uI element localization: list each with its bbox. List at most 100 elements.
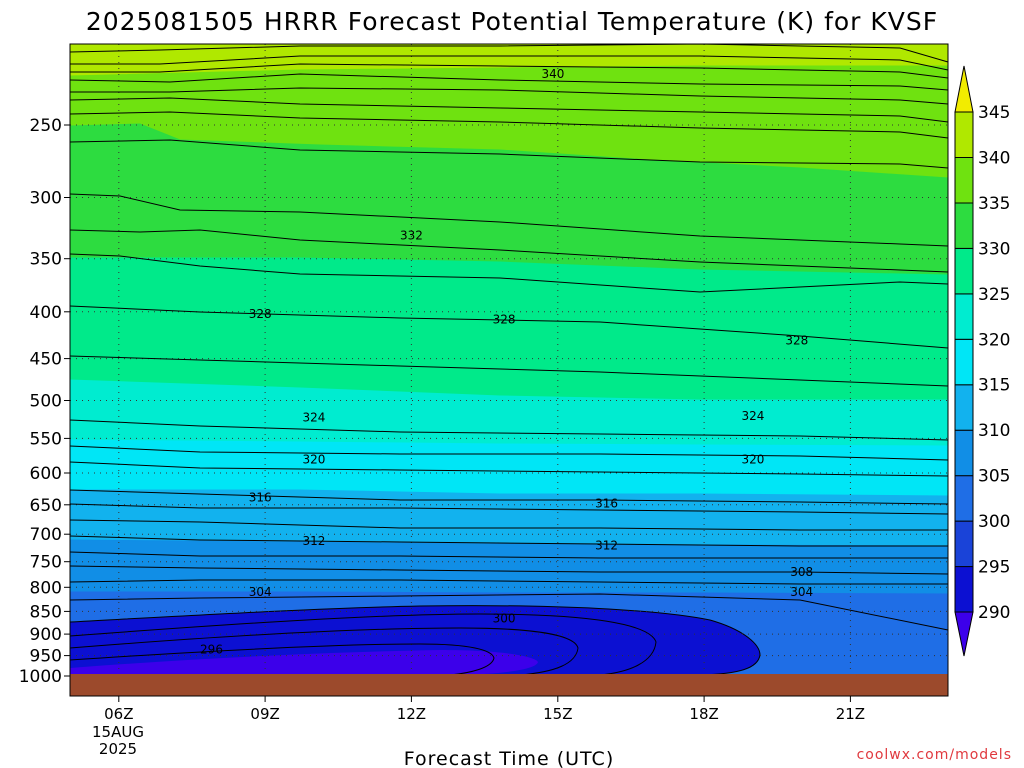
isotherm-line-13 [69,355,949,387]
colorbar-tick-label: 305 [978,467,1010,487]
contour-label-group-0: 340 [541,67,564,81]
colorbar-bottom-arrow [954,611,974,657]
contour-label: 304 [790,585,813,599]
isotherm-line-12 [69,305,949,349]
isotherm-line-5 [70,87,949,105]
colorbar-top-arrow [954,65,974,113]
colorbar-tick-label: 315 [978,376,1010,396]
contour-label: 320 [302,453,325,467]
band-315 [69,489,949,547]
isotherm-line-16 [69,461,949,477]
contour-label: 328 [493,313,516,327]
isotherm-line-8 [69,139,949,169]
band-290 [70,650,538,675]
x-tick-label: 09Z [250,705,279,723]
y-tick-label: 500 [30,392,62,412]
contour-label-group-4: 328 [785,334,808,348]
band-310 [69,539,949,595]
y-tick-label: 900 [30,625,62,645]
isotherm-line-3 [70,63,949,79]
colorbar-swatch-295 [954,520,974,568]
plot-area: 340 332 328 328 328 324 324 320 320 316 316 312 312 3… [69,43,949,697]
colorbar-swatch-300 [954,475,974,522]
colorbar: 290 295 300 305 310 315 320 325 330 335 340 345 [954,65,1010,657]
contour-label: 296 [200,642,223,656]
contour-label-group-10: 316 [595,497,618,511]
isotherm-line-2 [70,55,949,71]
contour-label: 300 [493,611,516,625]
y-tick-label: 400 [30,303,62,323]
isotherm-line-18 [69,503,949,515]
contour-label-group-5: 324 [302,411,325,425]
x-tick-label: 12Z [397,705,426,723]
contour-label: 324 [741,409,764,423]
isotherm-contours [69,43,949,676]
isotherm-line-9 [69,193,949,247]
colorbar-tick-label: 310 [978,421,1010,441]
colorbar-swatch-340 [954,111,974,158]
y-tick-label: 850 [30,602,62,622]
colorbar-swatch-305 [954,429,974,477]
colorbar-swatch-310 [954,384,974,431]
colorbar-tick-label: 295 [978,558,1010,578]
contour-label: 324 [302,411,325,425]
isotherm-line-15 [69,445,949,461]
isotherm-line-10 [69,229,949,273]
contour-label: 308 [790,565,813,579]
y-tick-label: 1000 [19,667,62,687]
contour-label-group-14: 304 [249,585,272,599]
isotherm-line-22 [69,565,949,575]
colorbar-tick-label: 340 [978,149,1010,169]
colorbar-tick-label: 330 [978,239,1010,259]
contour-label: 312 [302,534,325,548]
contour-label-group-13: 308 [790,565,813,579]
isotherm-line-6 [69,97,949,123]
y-tick-label: 750 [30,553,62,573]
source-credit: coolwx.com/models [857,747,1012,763]
contour-label: 320 [741,453,764,467]
time-axis: 06Z 09Z 12Z 15Z 18Z 21Z [104,696,865,723]
chart-title: 2025081505 HRRR Forecast Potential Tempe… [86,7,938,36]
contour-label: 332 [400,228,423,242]
colorbar-tick-label: 300 [978,512,1010,532]
contour-label-group-15: 304 [790,585,813,599]
contour-label: 304 [249,585,272,599]
isotherm-line-17 [69,489,949,505]
contour-label: 328 [249,307,272,321]
colorbar-tick-label: 290 [978,603,1010,623]
colorbar-swatch-290 [954,566,974,613]
isotherm-line-24 [69,593,949,631]
y-tick-label: 550 [30,429,62,449]
colorbar-swatch-315 [954,338,974,386]
colorbar-tick-label: 325 [978,285,1010,305]
grid-lines [70,44,948,696]
contour-label: 312 [595,538,618,552]
y-tick-label: 700 [30,525,62,545]
pressure-axis: 250 300 350 400 450 500 550 600 650 700 750 800 850 9… [19,116,70,687]
isotherm-line-19 [69,519,948,531]
isotherm-line-14 [69,419,949,441]
y-tick-label: 450 [30,350,62,370]
colorbar-tick-label: 335 [978,194,1010,214]
contour-label-group-7: 320 [302,453,325,467]
contour-label-group-17: 296 [200,642,223,656]
y-tick-label: 600 [30,464,62,484]
isotherm-line-11 [69,253,949,293]
x-axis-label: Forecast Time (UTC) [404,748,614,768]
y-tick-label: 650 [30,496,62,516]
x-date-day: 15AUG [92,723,144,741]
isotherm-line-4 [69,73,949,91]
isotherm-line-7 [69,111,949,139]
contour-label-group-16: 300 [493,611,516,625]
contour-label: 328 [785,334,808,348]
contour-label-group-3: 328 [493,313,516,327]
isotherm-line-core-2 [69,613,657,676]
colorbar-swatch-330 [954,202,974,249]
x-tick-label: 18Z [689,705,718,723]
colorbar-tick-label: 320 [978,330,1010,350]
colorbar-tick-label: 345 [978,103,1010,123]
y-tick-label: 300 [30,189,62,209]
x-tick-label: 21Z [836,705,865,723]
y-tick-label: 350 [30,250,62,270]
